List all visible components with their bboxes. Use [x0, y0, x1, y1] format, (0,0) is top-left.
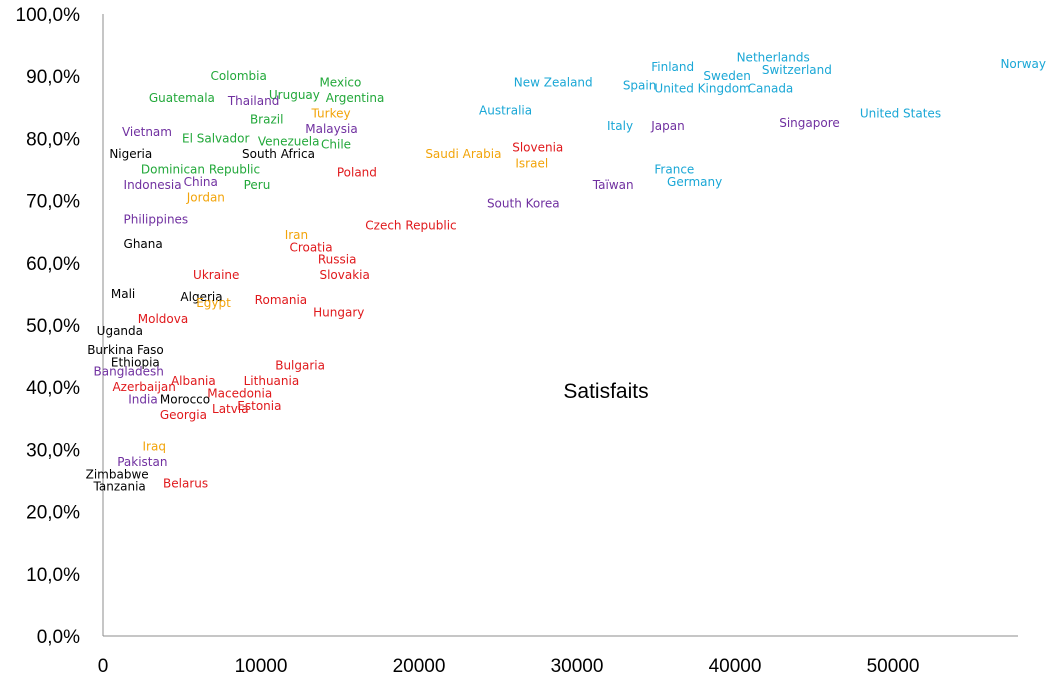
- point-label: Lithuania: [244, 374, 300, 388]
- y-tick-label: 50,0%: [26, 316, 80, 337]
- point-label: Peru: [244, 178, 271, 192]
- point-label: Indonesia: [124, 178, 182, 192]
- point-label: Croatia: [289, 240, 332, 254]
- point-label: Singapore: [779, 116, 840, 130]
- point-label: China: [184, 175, 218, 189]
- point-label: Nigeria: [109, 147, 152, 161]
- point-label: Czech Republic: [365, 218, 456, 232]
- point-label: Vietnam: [122, 125, 172, 139]
- point-label: Azerbaijan: [112, 380, 175, 394]
- y-tick-label: 100,0%: [16, 5, 81, 26]
- point-label: Philippines: [124, 212, 189, 226]
- point-label: South Korea: [487, 197, 560, 211]
- annotation-text: Satisfaits: [563, 380, 648, 403]
- point-label: Slovakia: [319, 268, 369, 282]
- point-label: Latvia: [212, 402, 249, 416]
- point-label: Japan: [650, 119, 684, 133]
- point-label: Russia: [318, 253, 357, 267]
- point-label: France: [654, 163, 694, 177]
- point-label: Australia: [479, 103, 532, 117]
- point-label: South Africa: [242, 147, 315, 161]
- y-tick-labels: 0,0% 10,0% 20,0% 30,0% 40,0% 50,0% 60,0% 70,0% 8…: [16, 5, 81, 648]
- y-tick-label: 30,0%: [26, 440, 80, 461]
- point-label: Netherlands: [737, 51, 810, 65]
- point-label: Burkina Faso: [87, 343, 164, 357]
- point-label: Mexico: [319, 75, 361, 89]
- point-label: United States: [860, 107, 941, 121]
- point-label: Uruguay: [269, 88, 320, 102]
- point-label: Pakistan: [117, 455, 167, 469]
- point-label: Dominican Republic: [141, 163, 260, 177]
- y-tick-label: 80,0%: [26, 129, 80, 150]
- point-label: Belarus: [163, 477, 208, 491]
- point-label: Estonia: [237, 399, 281, 413]
- point-label: Ghana: [124, 237, 163, 251]
- point-label: Georgia: [160, 408, 207, 422]
- point-label: Jordan: [186, 190, 225, 204]
- point-label: Iran: [285, 228, 308, 242]
- point-label: Finland: [651, 60, 694, 74]
- point-label: Chile: [321, 138, 351, 152]
- point-label: Poland: [337, 166, 377, 180]
- point-label: Mali: [111, 287, 135, 301]
- x-tick-label: 0: [98, 656, 109, 677]
- y-tick-label: 90,0%: [26, 67, 80, 88]
- point-label: Thailand: [227, 94, 280, 108]
- x-tick-label: 10000: [235, 656, 288, 677]
- point-label: India: [128, 393, 157, 407]
- point-label: Norway: [1000, 57, 1046, 71]
- y-tick-label: 0,0%: [37, 627, 80, 648]
- point-label: Germany: [667, 175, 722, 189]
- point-label: Bangladesh: [94, 365, 164, 379]
- x-tick-label: 20000: [393, 656, 446, 677]
- point-label: Brazil: [250, 113, 284, 127]
- point-label: Zimbabwe: [86, 467, 149, 481]
- point-label: Ukraine: [193, 268, 239, 282]
- point-label: Israel: [515, 156, 548, 170]
- x-tick-labels: 0 10000 20000 30000 40000 50000: [98, 656, 920, 677]
- x-tick-label: 50000: [867, 656, 920, 677]
- y-tick-label: 40,0%: [26, 378, 80, 399]
- point-label: Guatemala: [149, 91, 215, 105]
- point-label: Ethiopia: [111, 355, 160, 369]
- point-label: Sweden: [703, 69, 750, 83]
- point-label: Canada: [748, 82, 794, 96]
- y-tick-label: 70,0%: [26, 192, 80, 213]
- point-label: Egypt: [196, 296, 231, 310]
- x-tick-label: 40000: [709, 656, 762, 677]
- point-label: Iraq: [143, 439, 166, 453]
- point-label: Moldova: [138, 312, 188, 326]
- point-label: Colombia: [210, 69, 266, 83]
- point-label: Taïwan: [592, 178, 634, 192]
- point-label: Uganda: [97, 324, 143, 338]
- point-label: Tanzania: [93, 480, 146, 494]
- point-label: Albania: [171, 374, 216, 388]
- point-label: Argentina: [326, 91, 385, 105]
- point-label: Hungary: [313, 306, 364, 320]
- point-label: Spain: [623, 79, 657, 93]
- point-label: Saudi Arabia: [425, 147, 501, 161]
- point-label: Switzerland: [762, 63, 832, 77]
- y-tick-label: 20,0%: [26, 503, 80, 524]
- x-tick-label: 30000: [551, 656, 604, 677]
- point-label: United Kingdom: [654, 82, 750, 96]
- point-label: Slovenia: [512, 141, 563, 155]
- point-label: Algeria: [180, 290, 222, 304]
- point-label: Morocco: [160, 393, 210, 407]
- point-label: Macedonia: [207, 386, 272, 400]
- point-label: Malaysia: [305, 122, 357, 136]
- point-label: Bulgaria: [275, 358, 325, 372]
- point-label: New Zealand: [514, 75, 593, 89]
- point-label: El Salvador: [182, 131, 249, 145]
- y-tick-label: 60,0%: [26, 254, 80, 275]
- point-label: Venezuela: [258, 135, 320, 149]
- point-label: Italy: [607, 119, 633, 133]
- point-label: Romania: [255, 293, 307, 307]
- point-label: Turkey: [311, 107, 351, 121]
- y-tick-label: 10,0%: [26, 565, 80, 586]
